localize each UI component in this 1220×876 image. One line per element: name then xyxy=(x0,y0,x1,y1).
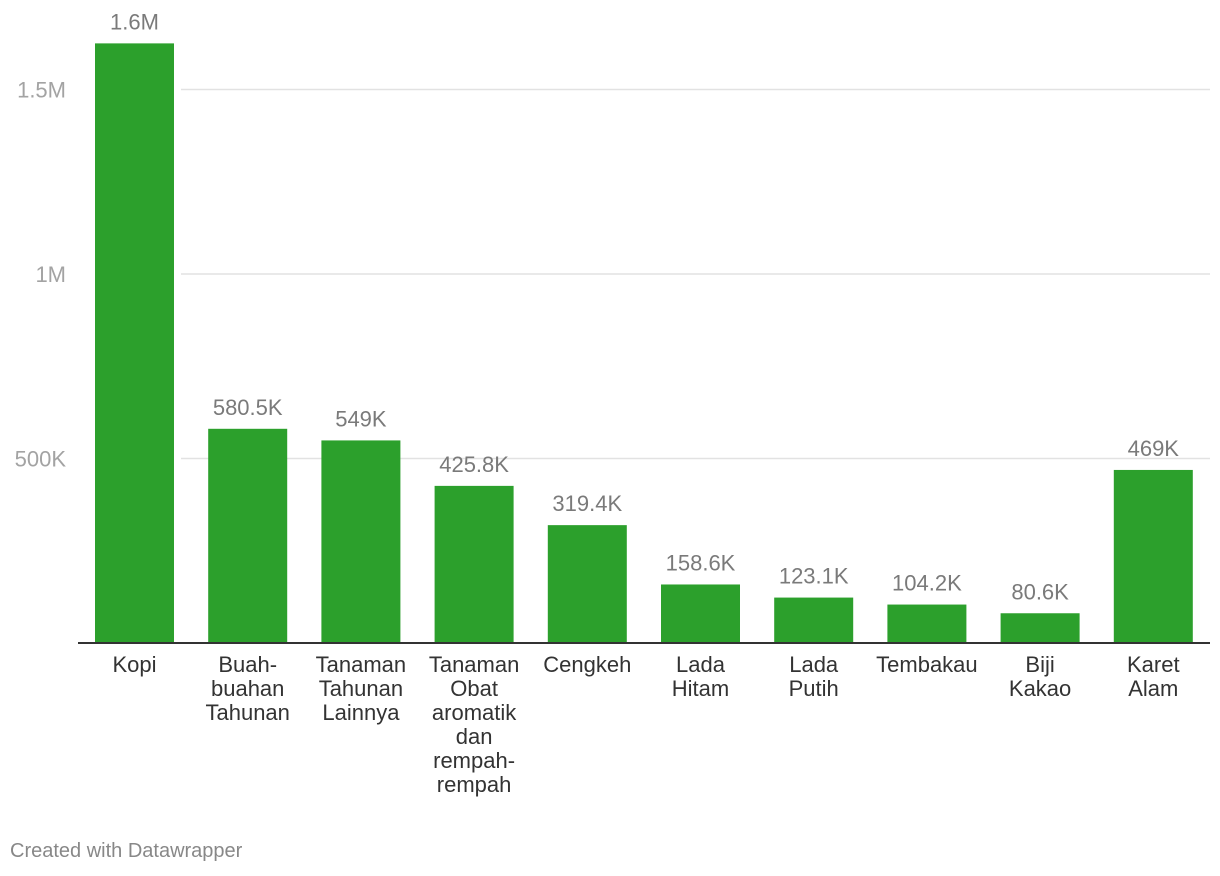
x-tick-label-line: dan xyxy=(456,724,493,749)
x-tick-label-line: buahan xyxy=(211,676,284,701)
x-tick-label-line: Biji xyxy=(1025,652,1054,677)
x-tick-label: Cengkeh xyxy=(543,652,631,677)
bar[interactable] xyxy=(547,525,627,643)
x-tick-label-line: Tahunan xyxy=(205,700,289,725)
data-labels: 1.6M 580.5K 549K 425.8K 319.4K 158.6K 123.1K 10… xyxy=(110,9,1179,604)
value-label: 104.2K xyxy=(892,571,962,596)
value-label: 319.4K xyxy=(552,491,622,516)
y-axis-ticks: 1.5M 1M 500K xyxy=(15,78,67,472)
bar[interactable] xyxy=(321,440,401,643)
bar[interactable] xyxy=(1113,469,1193,643)
x-tick-label-line: Putih xyxy=(789,676,839,701)
x-tick-label: Tanaman Obat aromatik dan rempah-rempah xyxy=(429,652,520,797)
bar[interactable] xyxy=(95,43,174,643)
x-tick-label-line: Tanaman xyxy=(316,652,407,677)
y-tick-label: 500K xyxy=(15,447,67,472)
x-tick-label: Karet Alam xyxy=(1127,652,1180,701)
value-label: 549K xyxy=(335,406,387,431)
x-tick-label-line: Kakao xyxy=(1009,676,1071,701)
x-tick-label-line: Tahunan xyxy=(319,676,403,701)
x-tick-label-line: Lada xyxy=(789,652,839,677)
x-tick-label-line: Obat xyxy=(450,676,498,701)
value-label: 80.6K xyxy=(1011,579,1069,604)
x-tick-label-line: Tembakau xyxy=(876,652,978,677)
value-label: 123.1K xyxy=(779,564,849,589)
value-label: 158.6K xyxy=(666,550,736,575)
x-tick-label-line: Kopi xyxy=(112,652,156,677)
x-tick-label-line: Lada xyxy=(676,652,726,677)
x-tick-label-line: Buah- xyxy=(218,652,277,677)
bar[interactable] xyxy=(208,428,288,643)
x-tick-label-line: rempah xyxy=(437,772,512,797)
datawrapper-credit[interactable]: Created with Datawrapper xyxy=(10,840,243,862)
x-tick-label: Buah-buahan Tahunan xyxy=(205,652,289,725)
bar[interactable] xyxy=(774,597,854,643)
x-tick-label-line: Hitam xyxy=(672,676,729,701)
x-tick-label: Tembakau xyxy=(876,652,978,677)
x-tick-label-line: Tanaman xyxy=(429,652,520,677)
x-tick-label: Lada Putih xyxy=(789,652,839,701)
value-label: 1.6M xyxy=(110,9,159,34)
y-tick-label: 1M xyxy=(35,262,66,287)
bar[interactable] xyxy=(661,584,740,643)
bar[interactable] xyxy=(434,485,514,643)
value-label: 580.5K xyxy=(213,395,283,420)
value-label: 425.8K xyxy=(439,452,509,477)
x-tick-label: Kopi xyxy=(112,652,156,677)
x-tick-label: Tanaman Tahunan Lainnya xyxy=(316,652,407,725)
x-tick-label-line: aromatik xyxy=(432,700,517,725)
x-tick-label: Lada Hitam xyxy=(672,652,729,701)
x-tick-label-line: Cengkeh xyxy=(543,652,631,677)
bar[interactable] xyxy=(887,604,967,643)
x-tick-label-line: Lainnya xyxy=(322,700,400,725)
x-tick-label-line: rempah- xyxy=(433,748,515,773)
x-tick-label-line: Alam xyxy=(1128,676,1178,701)
x-tick-label-line: Karet xyxy=(1127,652,1180,677)
bars xyxy=(95,43,1193,643)
y-tick-label: 1.5M xyxy=(17,78,66,103)
x-tick-label: Biji Kakao xyxy=(1009,652,1071,701)
gridlines xyxy=(181,88,1210,460)
value-label: 469K xyxy=(1128,436,1180,461)
bar[interactable] xyxy=(1000,613,1080,643)
